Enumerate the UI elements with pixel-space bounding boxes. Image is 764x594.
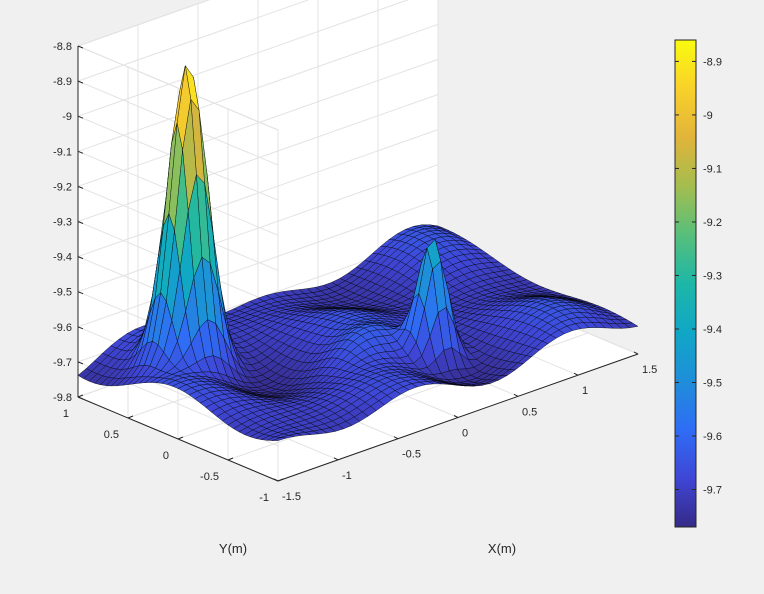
z-tick-label: -9.5 <box>53 287 72 299</box>
x-tick-label: -1 <box>342 470 352 482</box>
colorbar-tick-label: -8.9 <box>703 56 722 68</box>
x-tick <box>513 393 519 397</box>
y-tick <box>277 478 284 482</box>
y-axis-label: Y(m) <box>219 541 247 556</box>
z-tick-label: -9.3 <box>53 217 72 229</box>
grid-line <box>77 23 439 152</box>
x-tick-label: 0.5 <box>522 406 537 418</box>
y-tick-label: 1 <box>63 408 69 420</box>
colorbar-tick-label: -9 <box>703 110 713 122</box>
grid-line <box>77 0 310 82</box>
grid-line <box>77 0 210 47</box>
x-tick-label: -0.5 <box>402 449 421 461</box>
grid-line <box>77 164 439 293</box>
z-tick-label: -9.6 <box>53 322 72 334</box>
colorbar-scale <box>674 39 697 528</box>
x-tick <box>273 478 279 482</box>
z-tick-label: -9.4 <box>53 252 72 264</box>
z-tick <box>77 221 84 224</box>
z-tick <box>77 185 84 189</box>
x-axis-label: X(m) <box>488 541 516 556</box>
x-tick <box>393 436 399 440</box>
colorbar-tick-label: -9.3 <box>703 270 722 282</box>
y-tick-label: 0.5 <box>104 429 119 441</box>
x-tick-label: 0 <box>462 428 468 440</box>
grid-line <box>77 199 439 328</box>
x-tick <box>453 415 459 418</box>
surface-patch <box>272 437 287 441</box>
x-tick-label: 1 <box>582 385 588 397</box>
z-tick-label: -9.2 <box>53 181 72 193</box>
grid-line <box>77 58 439 187</box>
z-tick <box>77 326 84 330</box>
z-tick-label: -9.7 <box>53 357 72 369</box>
x-tick-label: -1.5 <box>282 491 301 503</box>
z-tick <box>77 80 84 84</box>
grid-line <box>77 129 439 258</box>
y-tick <box>77 394 84 398</box>
surface-plot <box>77 65 639 441</box>
x-tick <box>573 372 579 376</box>
y-tick-label: -1 <box>259 492 269 504</box>
y-tick-label: 0 <box>163 450 169 462</box>
colorbar-tick-label: -9.7 <box>703 485 722 497</box>
x-tick-label: 1.5 <box>642 364 657 376</box>
y-tick-label: -0.5 <box>200 471 219 483</box>
y-tick <box>127 415 134 419</box>
z-tick <box>77 291 84 295</box>
grid-line <box>77 0 409 117</box>
x-tick <box>333 457 339 461</box>
z-tick-label: -9.8 <box>53 392 72 404</box>
grid-line <box>77 45 279 131</box>
z-tick <box>77 256 84 260</box>
colorbar-tick-label: -9.2 <box>703 217 722 229</box>
z-tick <box>77 45 84 49</box>
colorbar-tick-label: -9.1 <box>703 163 722 175</box>
colorbar-tick-label: -9.6 <box>703 431 722 443</box>
y-tick <box>177 436 184 440</box>
colorbar-tick-label: -9.4 <box>703 324 722 336</box>
grid-line <box>77 94 439 222</box>
colorbar-tick-label: -9.5 <box>703 378 722 390</box>
z-tick <box>77 150 84 154</box>
z-tick <box>77 361 84 365</box>
axis-ticks: -1.5 -1 -0.5 0 0.5 1 1.5 -1 -0.5 0 0.5 1 -9.8 -9.7 -9.… <box>53 41 657 504</box>
colorbar: -9.7 -9.6 -9.5 -9.4 -9.3 -9.2 -9.1 -9 -8.9 <box>674 39 722 528</box>
x-tick <box>633 351 639 355</box>
z-tick <box>77 115 84 119</box>
z-tick-label: -8.9 <box>53 76 72 88</box>
z-tick-label: -9 <box>62 111 72 123</box>
z-tick-label: -8.8 <box>53 41 72 53</box>
z-tick <box>77 396 84 400</box>
y-tick <box>227 457 234 461</box>
z-tick-label: -9.1 <box>53 146 72 158</box>
